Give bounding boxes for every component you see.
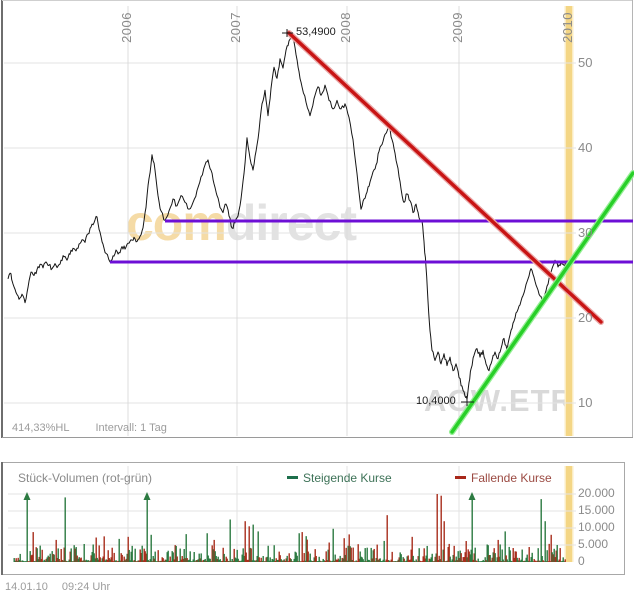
price-chart-footer: 414,33%HL Intervall: 1 Tag (12, 422, 167, 434)
falling-legend-marker-icon (455, 475, 466, 479)
falling-legend-label: Fallende Kurse (471, 471, 552, 485)
legend-rising-prices: Steigende Kurse (287, 471, 392, 485)
time-label: 09:24 Uhr (61, 581, 111, 593)
rising-legend-label: Steigende Kurse (303, 471, 392, 485)
interval-label: Intervall: 1 Tag (95, 422, 167, 434)
high-annotation: 53,4900 (296, 26, 336, 38)
low-annotation: 10,4000 (416, 395, 456, 407)
rising-legend-marker-icon (287, 475, 298, 479)
timestamp: 14.01.10 09:24 Uhr (5, 581, 110, 593)
date-label: 14.01.10 (5, 581, 48, 593)
legend-falling-prices: Fallende Kurse (455, 471, 552, 485)
volume-title: Stück-Volumen (rot-grün) (18, 471, 153, 485)
range-percent-label: 414,33%HL (12, 422, 70, 434)
